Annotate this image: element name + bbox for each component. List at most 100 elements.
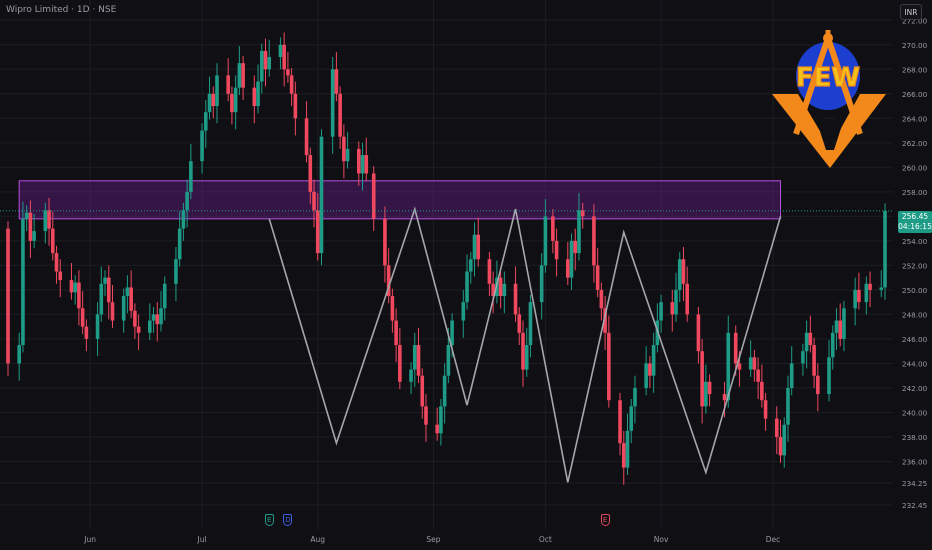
- candle-up: [32, 231, 36, 241]
- candle-up: [330, 69, 335, 137]
- time-tick-label: Aug: [310, 535, 325, 544]
- candle-down: [774, 418, 779, 437]
- candle-up: [185, 191, 189, 211]
- candle-down: [603, 308, 607, 333]
- candle-down: [696, 314, 701, 352]
- price-axis[interactable]: 272.00 270.00 268.00 266.00 264.00 262.00 260.…: [902, 16, 928, 510]
- candle-up: [539, 265, 544, 303]
- candle-down: [498, 277, 503, 297]
- candle-up: [148, 320, 152, 333]
- time-tick-label: Jun: [83, 535, 96, 544]
- candle-down: [252, 87, 257, 107]
- last-price-tag: 256.45 04:16:15: [898, 211, 932, 233]
- price-tick-label: 260.00: [902, 163, 928, 172]
- candle-up: [256, 81, 260, 107]
- candle-down: [756, 369, 760, 382]
- price-tick-label: 264.00: [902, 114, 928, 123]
- price-tick-label: 244.00: [902, 359, 928, 368]
- candle-down: [293, 93, 298, 119]
- candle-down: [580, 210, 585, 217]
- candle-down: [263, 50, 268, 70]
- candle-down: [648, 363, 652, 376]
- candle-up: [633, 387, 637, 407]
- candle-down: [778, 436, 783, 456]
- candle-up: [629, 406, 634, 431]
- candle-down: [592, 216, 596, 266]
- candle-down: [106, 277, 111, 303]
- candle-up: [207, 93, 212, 113]
- candle-down: [513, 283, 518, 315]
- candle-down: [155, 314, 160, 325]
- price-tick-label: 234.25: [902, 479, 927, 488]
- candle-down: [6, 228, 10, 364]
- candle-down: [77, 282, 81, 309]
- candle-up: [43, 210, 48, 232]
- candle-down: [424, 406, 428, 425]
- time-tick-label: Dec: [766, 535, 781, 544]
- candle-up: [883, 210, 887, 288]
- candle-up: [177, 228, 182, 260]
- candle-up: [159, 308, 163, 325]
- currency-button[interactable]: INR: [900, 4, 922, 20]
- candle-up: [704, 381, 708, 407]
- candle-down: [707, 381, 712, 395]
- candle-up: [73, 282, 77, 293]
- candle-down: [371, 173, 376, 219]
- candle-down: [416, 345, 421, 376]
- candle-down: [241, 63, 245, 88]
- time-tick-label: Jul: [197, 535, 207, 544]
- chart-title: Wipro Limited · 1D · NSE: [6, 5, 117, 15]
- candle-down: [857, 289, 861, 303]
- event-marker[interactable]: E: [264, 514, 274, 526]
- price-tick-label: 236.00: [902, 457, 928, 466]
- candle-up: [237, 63, 242, 88]
- candle-down: [554, 240, 559, 260]
- candle-up: [200, 130, 204, 162]
- candle-down: [551, 216, 555, 241]
- candle-down: [700, 351, 704, 407]
- time-axis[interactable]: Jun Jul Aug Sep Oct Nov Dec: [83, 535, 780, 544]
- candle-down: [670, 302, 675, 315]
- candle-down: [58, 271, 63, 281]
- candle-up: [121, 296, 126, 321]
- candle-up: [786, 387, 790, 425]
- candle-down: [521, 332, 525, 370]
- price-tick-label: 262.00: [902, 139, 928, 148]
- candle-up: [465, 271, 469, 303]
- event-marker[interactable]: D: [283, 514, 293, 526]
- candle-down: [487, 259, 492, 284]
- candle-up: [864, 283, 869, 303]
- price-tick-label: 248.00: [902, 310, 928, 319]
- candle-down: [812, 345, 816, 376]
- price-tick-label: 232.45: [902, 501, 927, 510]
- candle-up: [345, 148, 350, 162]
- event-marker[interactable]: E: [600, 514, 610, 526]
- candle-down: [733, 332, 738, 364]
- grid-lines: [0, 0, 893, 530]
- candle-up: [99, 283, 104, 315]
- candle-down: [211, 93, 216, 107]
- candle-up: [644, 363, 648, 388]
- candle-up: [21, 218, 25, 346]
- candle-down: [338, 93, 342, 137]
- candle-down: [565, 259, 570, 278]
- candle-up: [233, 87, 238, 113]
- candle-up: [450, 320, 454, 346]
- candle-down: [357, 148, 361, 174]
- price-tick-label: 250.00: [902, 286, 928, 295]
- candle-down: [390, 296, 395, 321]
- candle-down: [763, 400, 768, 419]
- last-price-value: 256.45: [901, 212, 929, 221]
- candle-down: [289, 75, 294, 94]
- candle-down: [808, 332, 813, 346]
- candle-up: [577, 210, 581, 254]
- candle-down: [722, 394, 727, 401]
- candle-down: [84, 326, 89, 339]
- candle-up: [842, 308, 846, 339]
- candle-down: [133, 310, 137, 327]
- candle-up: [181, 210, 186, 229]
- candle-up: [174, 259, 178, 284]
- candle-down: [752, 357, 757, 370]
- candle-up: [151, 314, 156, 321]
